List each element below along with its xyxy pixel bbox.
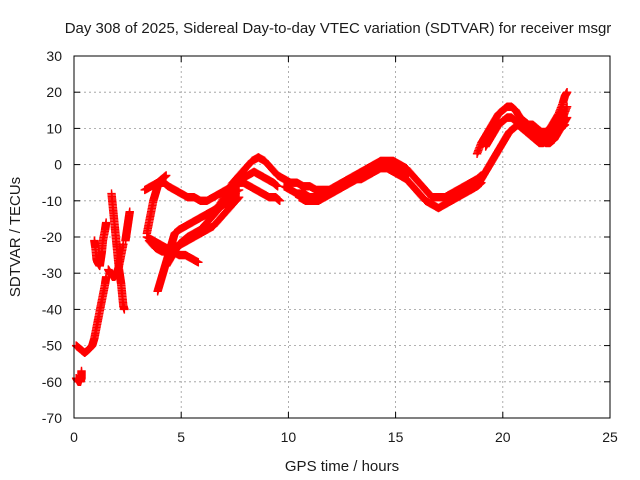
x-tick-label: 15 [388, 429, 404, 445]
y-axis-title: SDTVAR / TECUs [7, 177, 24, 297]
data-point [233, 194, 243, 203]
x-axis-ticks: 0 5 10 15 20 25 [70, 56, 618, 445]
x-tick-label: 25 [602, 429, 618, 445]
data-point [562, 113, 572, 122]
data-point [562, 88, 572, 97]
x-axis-title: GPS time / hours [285, 458, 399, 475]
data-point [404, 171, 413, 180]
data-point [161, 171, 171, 180]
y-tick-label: -30 [42, 265, 62, 281]
y-axis-ticks: -70 -60 -50 -40 -30 -20 -10 0 10 20 30 [42, 48, 610, 426]
data-point [562, 102, 572, 111]
y-tick-label: -60 [42, 374, 62, 390]
y-tick-label: 0 [54, 157, 62, 173]
data-point [234, 192, 244, 202]
plot-frame [73, 55, 611, 419]
data-point [234, 185, 244, 195]
x-tick-label: 20 [495, 429, 511, 445]
y-tick-label: -40 [42, 301, 62, 317]
data-point [125, 207, 134, 216]
data-point [120, 305, 129, 314]
y-tick-label: 10 [46, 120, 62, 136]
chart-title: Day 308 of 2025, Sidereal Day-to-day VTE… [65, 20, 612, 37]
y-tick-label: -10 [42, 193, 62, 209]
y-tick-label: -50 [42, 338, 62, 354]
x-tick-label: 5 [177, 429, 185, 445]
x-tick-label: 0 [70, 429, 78, 445]
y-tick-label: 20 [46, 84, 62, 100]
y-tick-label: -20 [42, 229, 62, 245]
data-point [275, 196, 285, 205]
data-points [71, 88, 572, 386]
y-tick-label: -70 [42, 410, 62, 426]
data-point [101, 218, 111, 227]
x-tick-label: 10 [281, 429, 297, 445]
data-point [77, 366, 86, 376]
data-point [194, 258, 203, 267]
y-tick-label: 30 [46, 48, 62, 64]
